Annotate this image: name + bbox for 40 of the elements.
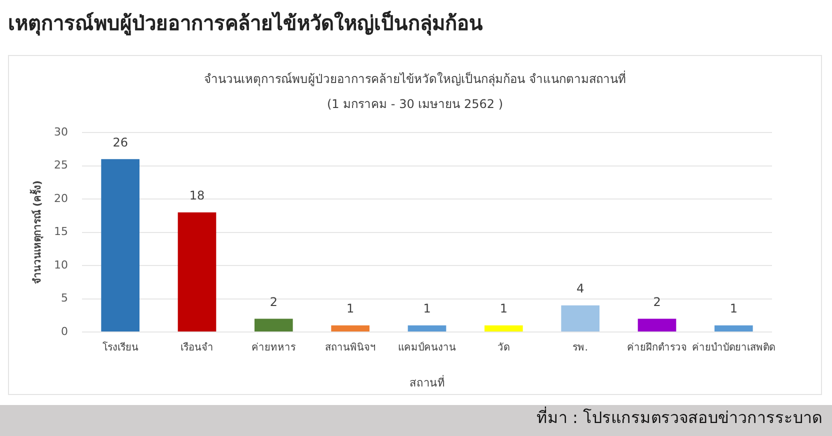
data-label: 4 (576, 282, 584, 296)
y-tick-label: 25 (54, 158, 68, 172)
x-tick-label: แคมป์คนงาน (398, 342, 456, 354)
x-tick-label: ค่ายทหาร (252, 342, 297, 354)
bar (101, 159, 140, 332)
x-axis-title: สถานที่ (410, 374, 444, 390)
x-tick-label: วัด (498, 342, 510, 354)
data-label: 1 (423, 301, 431, 316)
x-tick-label: รพ. (572, 342, 588, 354)
bar (638, 318, 676, 332)
text: (1 มกราคม - 30 เมษายน 2562 ) (326, 96, 504, 113)
y-tick-label: 15 (54, 225, 68, 238)
x-tick-label: โรงเรียน (102, 340, 138, 354)
bar (331, 325, 370, 332)
data-label: 18 (189, 188, 205, 202)
bar (561, 305, 600, 332)
text: ที่มา : โปรแกรมตรวจสอบข่าวการระบาด (536, 406, 822, 429)
y-tick-label: 20 (54, 192, 68, 205)
x-tick-label: สถานพินิจฯ (324, 342, 376, 354)
x-tick-label: ค่ายฝึกตำรวจ (627, 342, 687, 354)
bar (178, 212, 216, 332)
data-label: 1 (730, 301, 738, 316)
y-axis-title: จำนวนเหตุการณ์ (ครั้ง) (30, 180, 44, 284)
data-label: 1 (500, 301, 508, 316)
bar (254, 318, 293, 332)
chart-title: เหตุการณ์พบผู้ป่วยอาการคล้ายไข้หวัดใหญ่เป็นกลุ่มก้อน (8, 10, 483, 38)
data-label: 2 (653, 294, 661, 309)
y-tick-label: 10 (54, 258, 68, 272)
bar (714, 325, 753, 332)
bar (408, 325, 446, 332)
data-label: 1 (346, 301, 354, 316)
data-label: 26 (112, 135, 128, 150)
data-label: 2 (270, 294, 278, 309)
y-tick-label: 0 (61, 324, 68, 338)
x-tick-label: เรือนจำ (180, 342, 214, 354)
chart-subtitle: จำนวนเหตุการณ์พบผู้ป่วยอาการคล้ายไข้หวัดใหญ่เป็นกลุ่มก้อน จำแนกตามสถานที่ (203, 70, 627, 88)
bar (484, 325, 523, 332)
x-tick-label: ค่ายบำบัดยาเสพติด (692, 342, 776, 354)
y-tick-label: 30 (54, 125, 68, 138)
y-tick-label: 5 (61, 292, 68, 305)
